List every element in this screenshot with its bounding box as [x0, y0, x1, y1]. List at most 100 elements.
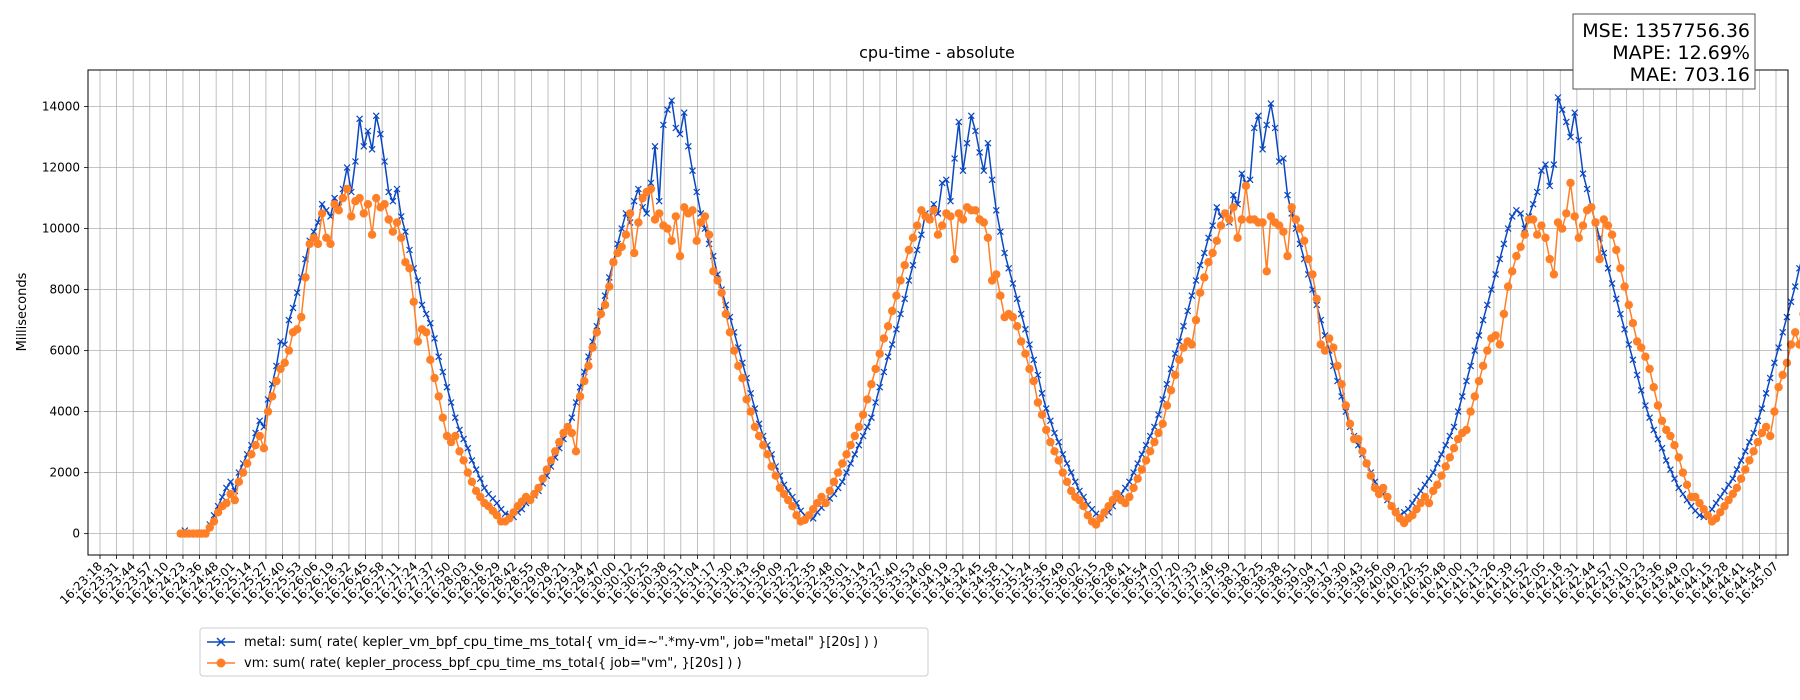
metal-data-point [464, 444, 472, 452]
legend-frame [199, 627, 929, 677]
metal-data-point [1134, 460, 1142, 467]
vm-data-point [342, 184, 352, 194]
vm-data-point [1761, 422, 1771, 432]
metal-data-point [431, 334, 438, 342]
vm-data-point [1345, 419, 1355, 428]
metal-data-point [351, 158, 359, 165]
metal-data-point [1646, 414, 1654, 422]
vm-data-point [650, 215, 660, 224]
vm-data-point [1753, 437, 1763, 447]
metal-data-point [1750, 429, 1758, 437]
metal-data-point [1529, 200, 1537, 208]
metal-data-point [909, 261, 917, 269]
vm-data-point [1225, 215, 1234, 224]
legend-metal-label: metal: sum( rate( kepler_vm_bpf_cpu_time… [244, 635, 878, 650]
vm-data-point [804, 511, 814, 520]
vm-data-point [605, 282, 614, 291]
metal-data-point [1279, 155, 1287, 162]
vm-data-point [1433, 480, 1442, 489]
y-tick-label: 2000 [49, 466, 80, 480]
x-axis: 16:23:1816:23:3116:23:4416:23:5716:24:10… [57, 555, 1781, 607]
vm-data-point [1329, 343, 1338, 352]
metal-data-point [1716, 493, 1724, 501]
vm-data-point [1562, 209, 1571, 218]
vm-data-point [201, 529, 210, 538]
vm-data-point [1587, 203, 1596, 212]
metal-data-point [942, 176, 950, 184]
metal-data-point [1167, 365, 1175, 373]
metrics-box: MSE: 1357756.36 MAPE: 12.69% MAE: 703.16 [1572, 13, 1756, 90]
vm-data-point [293, 325, 302, 334]
vm-data-point [467, 477, 477, 486]
vm-data-point [767, 462, 776, 471]
vm-data-point [1204, 258, 1213, 267]
vm-data-point [243, 459, 252, 468]
metal-data-point [1612, 295, 1620, 303]
metal-data-point [1600, 249, 1608, 257]
vm-data-point [663, 224, 672, 233]
metal-data-point [1021, 325, 1029, 333]
metal-data-point [1662, 456, 1670, 464]
vm-data-point [1320, 346, 1330, 355]
vm-data-point [455, 447, 464, 456]
vm-data-point [1258, 218, 1267, 227]
metal-data-point [426, 319, 434, 327]
vm-data-point [1050, 447, 1059, 456]
metal-data-point [988, 176, 996, 184]
vm-data-point [883, 322, 893, 331]
vm-data-point [1462, 425, 1471, 435]
metal-data-point [1650, 426, 1658, 434]
metal-data-point [480, 484, 488, 492]
vm-data-point [247, 450, 256, 459]
metal-data-point [1271, 124, 1279, 132]
metal-data-point [1471, 347, 1479, 355]
vm-data-point [401, 258, 410, 267]
metal-data-point [1413, 493, 1420, 501]
y-tick-label: 0 [72, 527, 80, 541]
metal-data-point [1438, 450, 1445, 458]
vm-data-point [1208, 248, 1217, 258]
metal-data-point [1696, 511, 1703, 519]
vm-data-point [1520, 230, 1529, 239]
metal-data-point [693, 188, 701, 196]
vm-data-point [1478, 361, 1488, 371]
vm-data-point [979, 218, 988, 227]
vm-data-point [958, 215, 968, 224]
vm-data-point [938, 221, 947, 230]
metal-data-point [1567, 133, 1574, 141]
metal-data-point [1001, 249, 1009, 257]
vm-data-point [313, 239, 323, 249]
vm-data-point [317, 209, 327, 218]
metal-data-point [1641, 402, 1649, 409]
metal-data-point [1508, 212, 1516, 220]
metal-data-point [1579, 170, 1587, 178]
vm-data-point [355, 193, 364, 203]
metal-data-point [1246, 176, 1254, 184]
vm-data-point [833, 468, 843, 477]
metal-data-point [888, 341, 896, 348]
vm-data-point [213, 508, 223, 517]
vm-data-point [971, 206, 980, 215]
vm-data-point [1333, 361, 1342, 371]
vm-data-point [863, 395, 872, 404]
vm-data-point [584, 361, 593, 371]
vm-data-point [1728, 489, 1738, 499]
vm-data-point [879, 334, 889, 343]
vm-data-point [1112, 489, 1122, 499]
vm-data-point [1104, 502, 1113, 511]
metal-data-point [222, 484, 230, 492]
vm-data-point [1474, 376, 1484, 386]
vm-data-point [1100, 508, 1109, 517]
metal-data-point [1138, 450, 1146, 458]
metal-data-point [1787, 298, 1795, 306]
metal-data-point [1180, 322, 1187, 330]
metal-data-point [1046, 417, 1054, 425]
vm-data-point [1412, 505, 1421, 514]
metal-data-point [1754, 417, 1762, 425]
vm-data-point [671, 212, 680, 221]
vm-data-point [725, 328, 735, 337]
vm-data-point [1091, 520, 1101, 529]
vm-data-point [1736, 474, 1746, 483]
vm-data-point [526, 495, 535, 505]
